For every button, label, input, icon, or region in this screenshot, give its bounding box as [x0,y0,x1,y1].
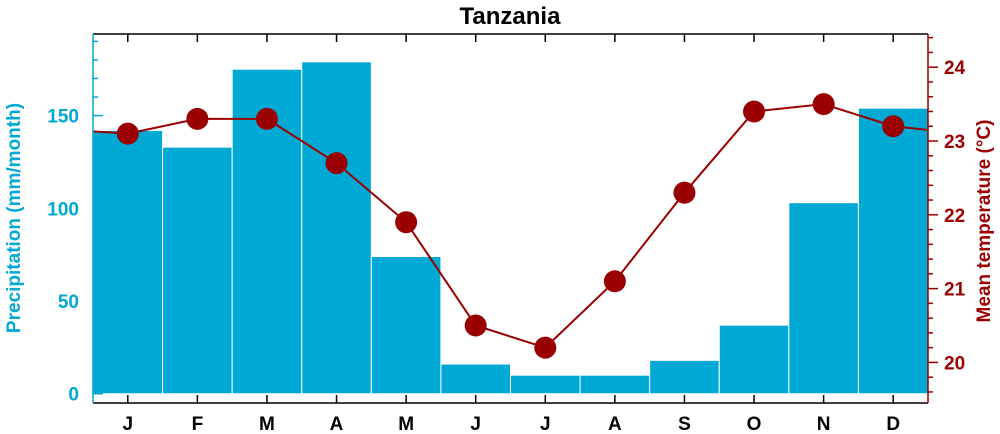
x-tick-label: F [192,414,204,434]
precipitation-bar [440,363,511,395]
y-tick-label-right: 21 [944,280,966,301]
chart-title: Tanzania [460,3,562,30]
precipitation-bar [92,129,164,395]
precipitation-bar [162,146,233,395]
temperature-series [92,93,929,359]
precipitation-bar [579,374,651,395]
x-tick-label: J [540,414,551,434]
y-tick-label-left: 0 [68,385,79,406]
precipitation-bar [510,374,581,395]
temperature-point [673,181,696,204]
temperature-point [464,314,487,337]
temperature-line [92,103,929,349]
temperature-point [534,336,557,359]
y-axis-label-right: Mean temperature (°C) [974,120,995,323]
y-tick-label-right: 23 [944,132,965,153]
x-tick-label: O [747,414,762,434]
y-tick-label-left: 50 [58,292,79,313]
precipitation-bar [301,61,372,395]
x-tick-label: D [886,414,900,434]
temperature-point [325,152,348,175]
y-tick-label-right: 24 [944,58,966,79]
temperature-point [603,270,626,293]
y-tick-label-left: 150 [47,107,79,128]
y-axis-label-left: Precipitation (mm/month) [4,103,25,333]
x-tick-label: A [608,414,622,434]
precipitation-bar [718,324,790,395]
x-tick-label: N [817,414,831,434]
temperature-point [395,211,418,234]
temperature-point [186,107,209,130]
y-tick-label-right: 22 [944,206,965,227]
temperature-point [255,107,278,130]
temperature-point [743,100,766,123]
axes: J F M A M J J A S O N D 0 50 100 150 20 21 22 23 24 [47,33,966,434]
precipitation-bar [788,202,859,395]
x-tick-label: A [330,414,344,434]
precipitation-bar [857,107,929,395]
precipitation-bar [649,359,720,395]
temperature-point [882,115,905,138]
x-tick-label: S [678,414,691,434]
temperature-point [116,122,139,145]
x-tick-label: M [259,414,275,434]
x-tick-label: M [398,414,414,434]
precipitation-bar [370,256,442,395]
y-tick-label-right: 20 [944,353,965,374]
precipitation-bars [92,61,929,395]
temperature-point [812,93,835,116]
x-tick-label: J [470,414,481,434]
x-tick-label: J [123,414,134,434]
y-tick-label-left: 100 [47,199,79,220]
